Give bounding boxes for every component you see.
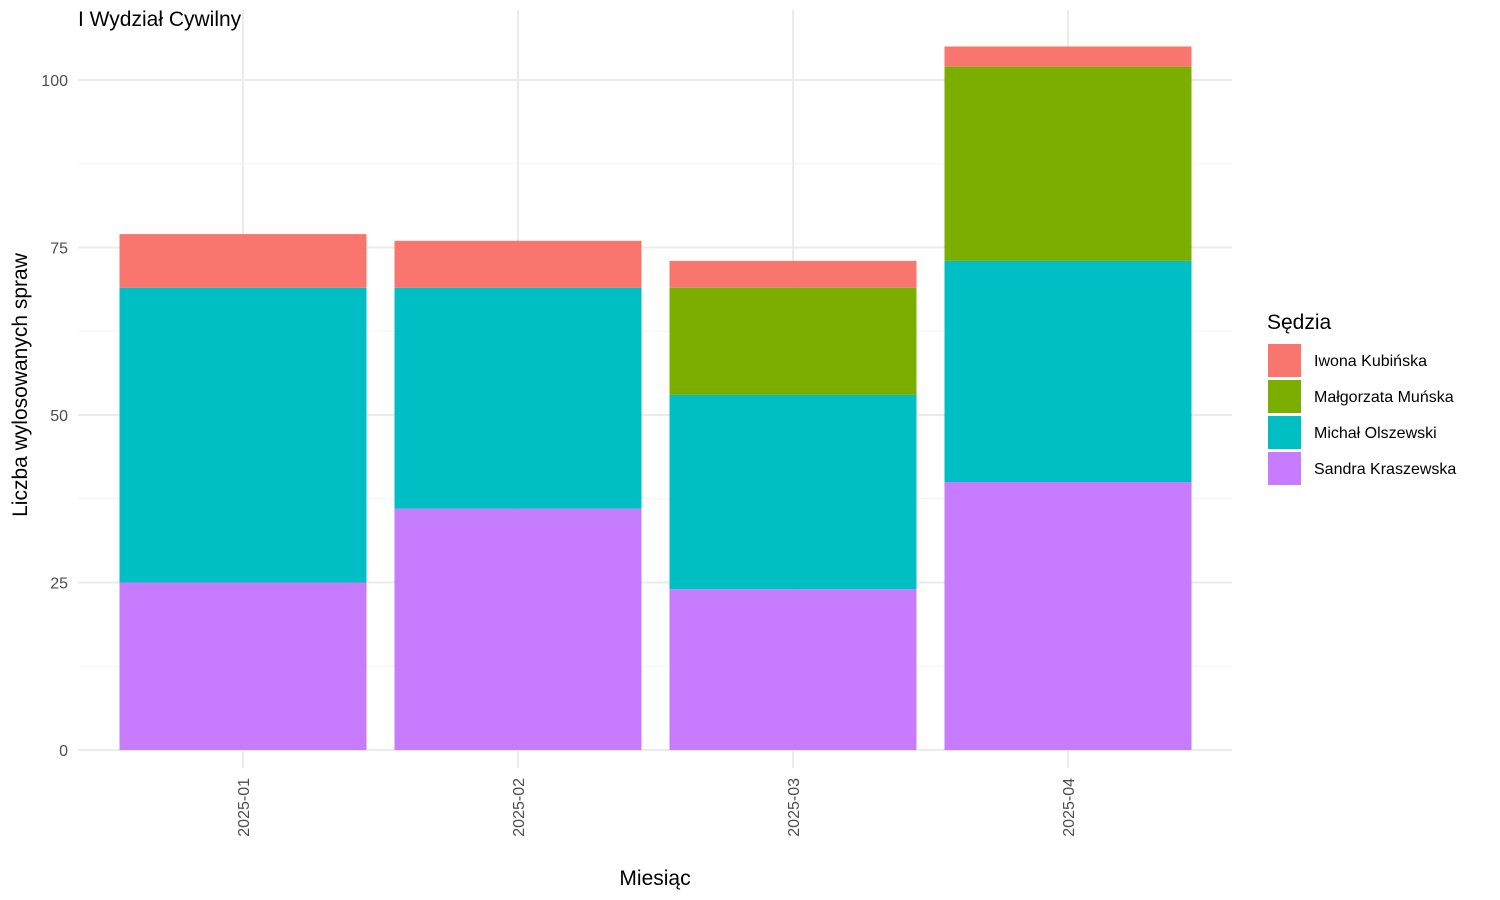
y-tick-label: 25 (50, 576, 68, 593)
bar-segment (669, 287, 917, 395)
bar-segment (119, 582, 367, 750)
legend-swatch (1268, 344, 1301, 377)
bar-segment (394, 508, 642, 750)
x-tick-label: 2025-04 (1061, 778, 1078, 837)
bar-segment (944, 66, 1192, 261)
legend-swatch (1268, 452, 1301, 485)
bars (119, 46, 1192, 750)
bar-segment (394, 287, 642, 509)
bar-segment (669, 394, 917, 590)
bar-segment (119, 234, 367, 288)
y-tick-label: 100 (41, 73, 68, 90)
legend-label: Iwona Kubińska (1314, 353, 1427, 370)
legend-swatch (1268, 380, 1301, 413)
x-tick-label: 2025-01 (236, 778, 253, 837)
legend-label: Michał Olszewski (1314, 425, 1437, 442)
bar-segment (669, 260, 917, 288)
x-axis-title: Miesiąc (619, 867, 690, 890)
legend-label: Sandra Kraszewska (1314, 461, 1456, 478)
y-axis: 0 25 50 75 100 (41, 73, 68, 760)
bar-segment (669, 589, 917, 750)
legend-title: Sędzia (1267, 311, 1332, 334)
bar-segment (119, 287, 367, 583)
y-tick-label: 0 (59, 743, 68, 760)
legend-label: Małgorzata Muńska (1314, 389, 1454, 406)
bar-segment (394, 240, 642, 288)
chart-title: I Wydział Cywilny (78, 8, 242, 31)
x-axis: 2025-01 2025-02 2025-03 2025-04 (236, 778, 1078, 837)
bar-segment (944, 46, 1192, 67)
bar-segment (944, 482, 1192, 750)
x-tick-label: 2025-03 (786, 778, 803, 837)
y-tick-label: 75 (50, 241, 68, 258)
legend-swatch (1268, 416, 1301, 449)
x-tick-label: 2025-02 (511, 778, 528, 837)
bar-segment (944, 260, 1192, 482)
y-axis-title: Liczba wylosowanych spraw (9, 252, 32, 517)
y-tick-label: 50 (50, 408, 68, 425)
legend: Sędzia Iwona Kubińska Małgorzata Muńska Mi… (1267, 311, 1456, 485)
